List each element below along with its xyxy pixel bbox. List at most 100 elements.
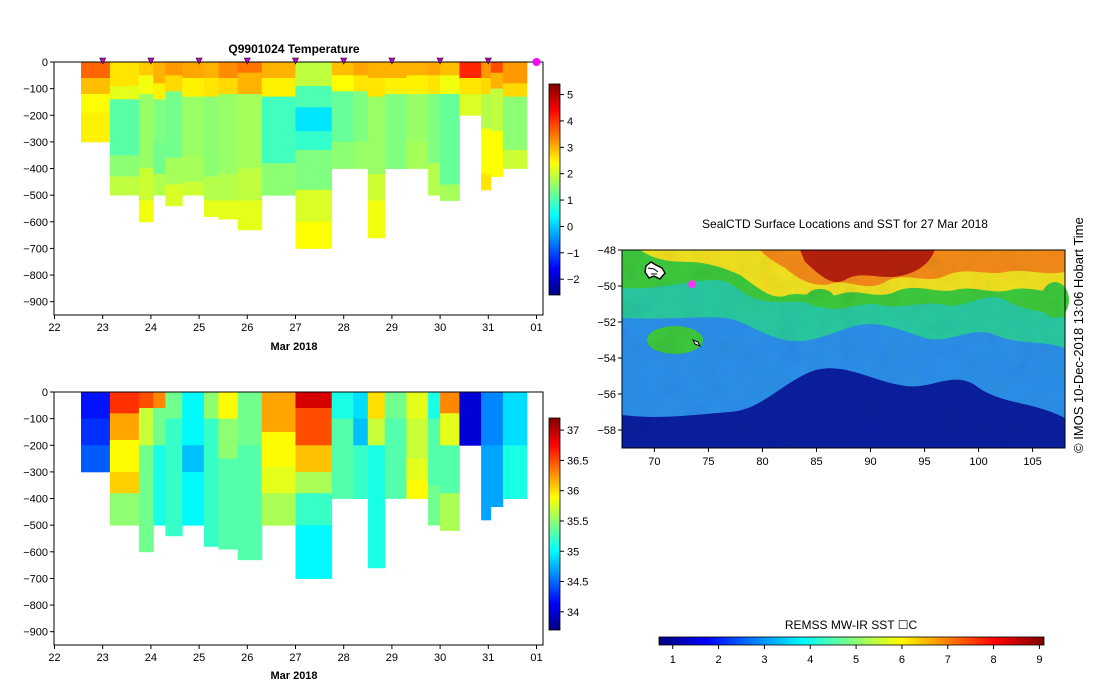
map-x-tick-label: 80 [756, 456, 768, 468]
temperature-x-axis: 22 23 24 25 26 27 28 29 30 31 01 [48, 315, 543, 334]
profile-cell [237, 62, 263, 74]
y-tick-label: 0 [42, 387, 48, 399]
profile-cell [295, 392, 333, 409]
y-tick-label: −600 [23, 217, 48, 229]
sst-map-chart: SealCTD Surface Locations and SST for 27… [597, 217, 1086, 666]
profile-cell [109, 62, 140, 87]
y-tick-label: −700 [23, 573, 48, 585]
profile-cell [367, 62, 386, 79]
profile-cell [165, 418, 183, 537]
salinity-plot-frame [53, 391, 544, 646]
profile-column [203, 392, 219, 547]
imos-credit: © IMOS 10-Dec-2018 13:06 Hobart Time [1071, 217, 1086, 453]
profile-cell [218, 62, 239, 79]
x-tick-label: 24 [145, 322, 157, 334]
x-tick-label: 27 [289, 322, 301, 334]
x-tick-label: 23 [97, 652, 109, 664]
colorbar-tick-label: 2 [567, 169, 573, 181]
profile-column [331, 62, 354, 169]
x-tick-label: 01 [530, 322, 542, 334]
profile-cell [138, 445, 154, 553]
profile-column [490, 392, 504, 507]
profile-column [459, 62, 482, 116]
profile-cell [109, 99, 140, 156]
profile-cell [353, 62, 369, 76]
profile-column [261, 62, 296, 196]
profile-cell [481, 392, 492, 446]
profile-cell [384, 418, 407, 499]
profile-cell [138, 75, 154, 95]
profile-cell [138, 168, 154, 201]
profile-column [384, 392, 407, 499]
profile-cell [182, 181, 205, 196]
profile-cell [81, 445, 111, 473]
profile-cell [165, 75, 183, 92]
profile-cell [295, 471, 333, 494]
y-tick-label: −800 [23, 270, 48, 282]
y-tick-label: −200 [23, 440, 48, 452]
profile-cell [367, 418, 386, 446]
profile-column [490, 62, 504, 177]
profile-cell [295, 86, 333, 108]
profile-cell [203, 176, 219, 201]
profile-cell [459, 62, 482, 79]
sst-map-y-axis: −48 −50 −52 −54 −56 −58 [597, 245, 622, 437]
profile-cell [353, 75, 369, 92]
x-tick-label: 24 [145, 652, 157, 664]
profile-cell [428, 75, 441, 95]
x-tick-label: 29 [386, 322, 398, 334]
y-tick-label: −900 [23, 627, 48, 639]
colorbar-tick-label: 36.5 [567, 455, 588, 467]
profile-cell [440, 184, 460, 201]
profile-cell [81, 94, 111, 113]
profile-cell [203, 78, 219, 97]
x-tick-label: 22 [48, 652, 60, 664]
profile-column [384, 62, 407, 169]
profile-cell [502, 445, 528, 499]
cast-marker [147, 57, 155, 65]
profile-cell [237, 168, 263, 201]
x-tick-label: 26 [241, 652, 253, 664]
profile-column [502, 392, 528, 499]
profile-column [165, 62, 183, 207]
map-y-tick-label: −54 [597, 353, 616, 365]
profile-cell [109, 471, 140, 494]
profile-cell [428, 485, 441, 526]
salinity-colorbar [548, 417, 561, 631]
y-tick-label: −100 [23, 84, 48, 96]
profile-column [218, 62, 239, 220]
colorbar-tick-label: 35.5 [567, 516, 588, 528]
temperature-section-chart: Q9901024 Temperature 0 −100 −200 −300 −400 −5… [23, 42, 579, 353]
profile-column [237, 392, 263, 561]
cast-marker [340, 57, 348, 65]
temperature-chart-title: Q9901024 Temperature [228, 42, 360, 56]
profile-cell [353, 141, 369, 169]
profile-cell [218, 200, 239, 220]
profile-cell [261, 96, 296, 164]
sst-map-title: SealCTD Surface Locations and SST for 27… [702, 217, 988, 231]
profile-cell [502, 83, 528, 97]
profile-column [153, 392, 166, 526]
profile-cell [440, 392, 460, 414]
profile-column [109, 392, 140, 526]
map-x-tick-label: 85 [810, 456, 822, 468]
profile-cell [295, 445, 333, 473]
profile-cell [459, 78, 482, 95]
profile-cell [440, 493, 460, 531]
salinity-colorbar-ticks: 34 34.5 35 35.5 36 36.5 37 [560, 425, 588, 619]
profile-cell [428, 62, 441, 76]
profile-cell [261, 392, 296, 433]
colorbar-tick-label: 37 [567, 425, 579, 437]
profile-cell [81, 112, 111, 143]
kerguelen-island [644, 261, 666, 280]
profile-cell [153, 62, 166, 84]
map-x-tick-label: 105 [1023, 456, 1041, 468]
profile-cell [295, 493, 333, 526]
map-x-tick-label: 75 [702, 456, 714, 468]
profile-cell [261, 78, 296, 97]
profile-cell [428, 94, 441, 164]
profile-cell [203, 392, 219, 419]
profile-column [459, 392, 482, 446]
profile-cell [237, 200, 263, 231]
x-tick-label: 31 [482, 652, 494, 664]
